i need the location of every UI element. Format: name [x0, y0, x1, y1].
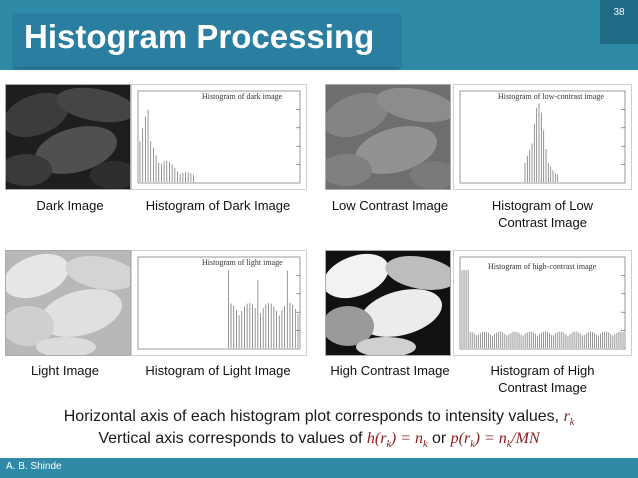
title-tab: [14, 13, 400, 67]
histogram-low-contrast-title: Histogram of low-contrast image: [498, 92, 604, 101]
histogram-frame: [459, 90, 626, 184]
dark-image: [5, 84, 131, 190]
formula-h: h(rk) = nk: [366, 430, 428, 451]
histogram-light-title: Histogram of light image: [202, 258, 283, 267]
dark-histogram-caption: Histogram of Dark Image: [145, 198, 291, 213]
histogram-high-contrast-title: Histogram of high-contrast image: [488, 262, 597, 271]
dark-image-caption: Dark Image: [36, 198, 104, 213]
histogram-dark-title: Histogram of dark image: [202, 92, 283, 101]
note-or: or: [431, 430, 447, 447]
histogram-frame: [459, 256, 626, 350]
slide-title: Histogram Processing: [24, 18, 375, 55]
note-line1-text: Horizontal axis of each histogram plot c…: [63, 408, 560, 425]
histogram-frame: [137, 256, 301, 350]
histogram-low-contrast: Histogram of low-contrast image: [453, 84, 632, 190]
histogram-dark: Histogram of dark image: [131, 84, 307, 190]
high-contrast-histogram-caption: Histogram of High Contrast Image: [490, 363, 595, 395]
dark-image-graphic: [6, 85, 130, 189]
note-horizontal-axis: Horizontal axis of each histogram plot c…: [0, 408, 638, 428]
histogram-light: Histogram of light image: [131, 250, 307, 356]
footer-bar: A. B. Shinde: [0, 458, 638, 478]
low-contrast-image-graphic: [326, 85, 450, 189]
light-image-caption: Light Image: [31, 363, 99, 378]
light-image: [5, 250, 131, 356]
rk-var: r: [563, 408, 570, 425]
histogram-dark-plot: Histogram of dark image: [137, 90, 301, 184]
light-image-graphic: [6, 251, 130, 355]
page-number: 38: [600, 0, 638, 44]
histogram-frame: [137, 90, 301, 184]
rk-sub: k: [569, 417, 575, 429]
histogram-high-contrast-plot: Histogram of high-contrast image: [459, 256, 626, 350]
histogram-low-contrast-plot: Histogram of low-contrast image: [459, 90, 626, 184]
author: A. B. Shinde: [6, 461, 62, 472]
histogram-high-contrast: Histogram of high-contrast image: [453, 250, 632, 356]
light-histogram-caption: Histogram of Light Image: [145, 363, 291, 378]
high-contrast-image: [325, 250, 451, 356]
low-contrast-histogram-caption: Histogram of Low Contrast Image: [491, 198, 594, 230]
note-line1-variable: rk: [563, 408, 575, 429]
note-vertical-axis: Vertical axis corresponds to values of h…: [0, 430, 638, 450]
low-contrast-image: [325, 84, 451, 190]
histogram-light-plot: Histogram of light image: [137, 256, 301, 350]
formula-p: p(rk) = nk/MN: [450, 430, 540, 451]
note-line2-text: Vertical axis corresponds to values of: [98, 430, 363, 447]
title-bar: Histogram Processing 38: [0, 0, 638, 70]
high-contrast-image-caption: High Contrast Image: [330, 363, 450, 378]
low-contrast-image-caption: Low Contrast Image: [331, 198, 449, 213]
high-contrast-image-graphic: [326, 251, 450, 355]
